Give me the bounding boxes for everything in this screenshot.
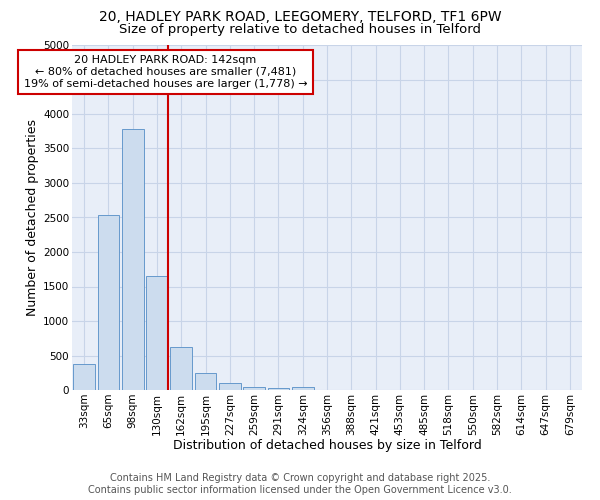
Bar — [219, 383, 241, 390]
Bar — [194, 374, 217, 390]
Text: 20, HADLEY PARK ROAD, LEEGOMERY, TELFORD, TF1 6PW: 20, HADLEY PARK ROAD, LEEGOMERY, TELFORD… — [98, 10, 502, 24]
Bar — [97, 214, 119, 390]
Bar — [170, 347, 192, 390]
Bar — [122, 129, 143, 390]
Bar — [73, 364, 95, 390]
Text: 20 HADLEY PARK ROAD: 142sqm
← 80% of detached houses are smaller (7,481)
19% of : 20 HADLEY PARK ROAD: 142sqm ← 80% of det… — [23, 56, 307, 88]
Text: Contains HM Land Registry data © Crown copyright and database right 2025.
Contai: Contains HM Land Registry data © Crown c… — [88, 474, 512, 495]
Text: Size of property relative to detached houses in Telford: Size of property relative to detached ho… — [119, 22, 481, 36]
Y-axis label: Number of detached properties: Number of detached properties — [26, 119, 39, 316]
Bar — [146, 276, 168, 390]
X-axis label: Distribution of detached houses by size in Telford: Distribution of detached houses by size … — [173, 439, 481, 452]
Bar — [292, 386, 314, 390]
Bar — [268, 388, 289, 390]
Bar — [243, 386, 265, 390]
